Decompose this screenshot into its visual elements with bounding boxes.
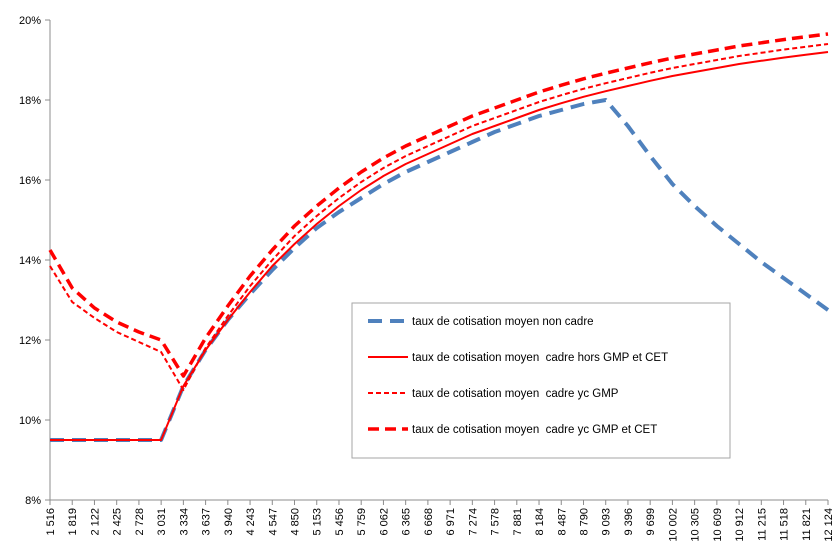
x-tick-label: 11 518 bbox=[779, 508, 791, 541]
x-tick-label: 5 456 bbox=[334, 508, 346, 536]
x-tick-label: 2 425 bbox=[112, 508, 124, 536]
x-tick-label: 3 637 bbox=[201, 508, 213, 536]
x-tick-label: 1 819 bbox=[67, 508, 79, 536]
legend-label-3: taux de cotisation moyen cadre yc GMP bbox=[412, 388, 619, 400]
y-tick-label: 16% bbox=[19, 175, 41, 187]
x-tick-label: 1 516 bbox=[45, 508, 57, 536]
legend-label-4: taux de cotisation moyen cadre yc GMP et… bbox=[412, 424, 657, 436]
x-axis-ticks: 1 516 1 819 2 122 2 425 2 728 3 031 3 334 3 637… bbox=[45, 500, 835, 542]
x-tick-label: 7 881 bbox=[512, 508, 524, 536]
x-tick-label: 4 243 bbox=[245, 508, 257, 536]
x-tick-label: 11 821 bbox=[801, 508, 813, 541]
x-tick-label: 8 790 bbox=[578, 508, 590, 536]
x-tick-label: 10 305 bbox=[690, 508, 702, 542]
x-tick-label: 6 365 bbox=[401, 508, 413, 536]
legend-label-1: taux de cotisation moyen non cadre bbox=[412, 316, 594, 328]
x-tick-label: 7 578 bbox=[490, 508, 502, 536]
x-tick-label: 4 547 bbox=[267, 508, 279, 536]
y-tick-label: 20% bbox=[19, 15, 41, 27]
series-line-3 bbox=[49, 43, 829, 391]
x-tick-label: 6 971 bbox=[445, 508, 457, 536]
x-tick-label: 5 759 bbox=[356, 508, 368, 536]
y-tick-label: 10% bbox=[19, 415, 41, 427]
legend-label-2: taux de cotisation moyen cadre hors GMP … bbox=[412, 352, 668, 364]
x-tick-label: 5 153 bbox=[312, 508, 324, 536]
series-line-4 bbox=[48, 32, 829, 378]
series-line-2 bbox=[50, 51, 829, 441]
y-tick-label: 18% bbox=[19, 95, 41, 107]
x-tick-label: 8 184 bbox=[534, 508, 546, 536]
x-tick-label: 4 850 bbox=[290, 508, 302, 536]
y-tick-label: 14% bbox=[19, 255, 41, 267]
legend: taux de cotisation moyen non cadre taux d… bbox=[351, 302, 731, 459]
x-tick-label: 9 699 bbox=[645, 508, 657, 536]
y-axis-ticks: 8% 10% 12% 14% 16% 18% 20% bbox=[19, 15, 50, 507]
x-tick-label: 6 062 bbox=[378, 508, 390, 536]
x-tick-label: 11 215 bbox=[756, 508, 768, 541]
x-tick-label: 10 609 bbox=[712, 508, 724, 542]
x-tick-label: 9 093 bbox=[601, 508, 613, 536]
y-tick-label: 8% bbox=[25, 495, 41, 507]
x-tick-label: 3 334 bbox=[178, 508, 190, 536]
x-tick-label: 2 728 bbox=[134, 508, 146, 536]
x-tick-label: 7 274 bbox=[467, 508, 479, 536]
x-tick-label: 2 122 bbox=[89, 508, 101, 536]
y-tick-label: 12% bbox=[19, 335, 41, 347]
x-tick-label: 10 002 bbox=[667, 508, 679, 542]
x-tick-label: 12 124 bbox=[823, 508, 835, 542]
x-tick-label: 3 031 bbox=[156, 508, 168, 536]
x-tick-label: 6 668 bbox=[423, 508, 435, 536]
x-tick-label: 9 396 bbox=[623, 508, 635, 536]
x-tick-label: 3 940 bbox=[223, 508, 235, 536]
x-tick-label: 10 912 bbox=[734, 508, 746, 542]
series-lines bbox=[48, 32, 830, 442]
legend-box bbox=[351, 302, 731, 459]
x-tick-label: 8 487 bbox=[556, 508, 568, 536]
